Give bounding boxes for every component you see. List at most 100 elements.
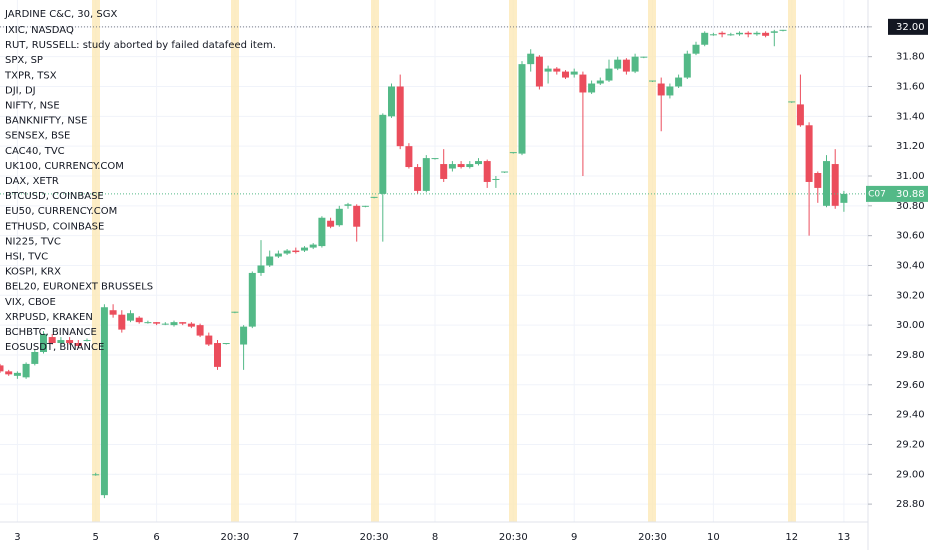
candle-body [5, 371, 13, 375]
candle-body [570, 71, 578, 75]
candle-body [736, 32, 743, 35]
legend-item: RUT, RUSSELL: study aborted by failed da… [5, 40, 276, 51]
legend-item: BTCUSD, COINBASE [5, 191, 104, 202]
candle-body [40, 334, 47, 352]
candle-body [396, 86, 404, 147]
candle-body [744, 32, 752, 35]
x-tick-label: 8 [432, 532, 438, 543]
candle-body [649, 80, 656, 82]
candle-body [762, 32, 770, 36]
candle-body [683, 53, 691, 78]
candle-body [327, 220, 335, 227]
y-tick-label: 31.60 [896, 82, 925, 93]
candle-body [22, 363, 30, 378]
price-tag-box [866, 185, 888, 202]
session-band [509, 0, 517, 522]
candle-body [92, 474, 100, 476]
last-price-label: 30.88 [896, 189, 925, 200]
session-band [788, 0, 796, 522]
candle-body [292, 250, 300, 253]
candle-body [718, 32, 726, 35]
candle-body [248, 272, 256, 327]
session-band [231, 0, 239, 522]
candle-body [135, 317, 143, 323]
legend-item: TXPR, TSX [4, 70, 57, 81]
candle-body [501, 171, 509, 173]
candle-body [666, 86, 674, 96]
candle-body [13, 372, 21, 376]
candle-body [709, 34, 717, 36]
legend-item: SENSEX, BSE [5, 131, 70, 142]
session-band [92, 0, 100, 522]
candle-body [257, 265, 265, 273]
legend-item: BANKNIFTY, NSE [5, 116, 87, 127]
y-tick-label: 30.40 [896, 260, 925, 271]
grid [0, 0, 868, 522]
y-tick-label: 29.20 [896, 439, 925, 450]
candle-body [788, 101, 796, 103]
candle-body [631, 56, 639, 72]
candle-body [588, 83, 596, 93]
y-tick-label: 29.80 [896, 350, 925, 361]
candle-body [309, 244, 317, 248]
candle-body [31, 351, 39, 364]
x-tick-label: 20:30 [220, 532, 249, 543]
chart-title: JARDINE C&C, 30, SGX [4, 9, 117, 20]
candle-body [431, 158, 439, 160]
y-tick-label: 30.60 [896, 231, 925, 242]
candle-body [83, 340, 91, 342]
x-tick-label: 13 [838, 532, 851, 543]
candle-body [353, 205, 361, 227]
candle-body [48, 337, 56, 344]
legend-item: KOSPI, KRX [5, 267, 61, 278]
y-tick-label: 29.00 [896, 469, 925, 480]
candle-body [675, 77, 683, 87]
y-tick-label: 30.80 [896, 201, 925, 212]
legend-item: EU50, CURRENCY.COM [5, 206, 117, 217]
legend-item: HSI, TVC [5, 252, 48, 263]
candle-body [640, 56, 648, 58]
candle-body [283, 250, 291, 254]
session-band [371, 0, 379, 522]
candle-body [448, 164, 456, 169]
x-tick-label: 7 [293, 532, 299, 543]
candle-body [753, 32, 761, 35]
candle-body [388, 86, 395, 117]
candle-body [161, 323, 169, 325]
session-bands [92, 0, 796, 522]
highlight-tag [888, 18, 928, 35]
candle-body [440, 164, 448, 179]
y-tick-label: 29.60 [896, 380, 925, 391]
candle-body [379, 114, 387, 194]
y-tick-label: 31.00 [896, 171, 925, 182]
candle-body [544, 68, 552, 72]
candle-body [153, 322, 161, 324]
candle-body [405, 146, 413, 168]
candle-body [831, 164, 839, 206]
legend-item: NI225, TVC [5, 236, 61, 247]
candle-body [614, 59, 622, 69]
candle-body [457, 164, 465, 168]
candle-body [840, 193, 848, 203]
candle-body [57, 340, 65, 344]
candle-body [370, 196, 378, 198]
legend-item: XRPUSD, KRAKEN [5, 312, 93, 323]
candle-body [657, 83, 665, 96]
candle-body [274, 253, 282, 257]
candle-body [483, 161, 491, 182]
candle-body [301, 247, 308, 251]
legend-item: SPX, SP [5, 55, 43, 66]
candle-body [535, 56, 543, 87]
candle-body [509, 152, 517, 154]
y-tick-label: 30.00 [896, 320, 925, 331]
candle-body [205, 335, 213, 345]
y-tick-label: 31.20 [896, 141, 925, 152]
y-tick-label: 29.40 [896, 410, 925, 421]
candle-body [127, 313, 134, 321]
candle-body [240, 326, 248, 345]
candle-body [492, 178, 500, 180]
candle-body [701, 32, 709, 45]
highlight-label: 32.00 [896, 22, 925, 33]
candle-body [179, 322, 187, 324]
